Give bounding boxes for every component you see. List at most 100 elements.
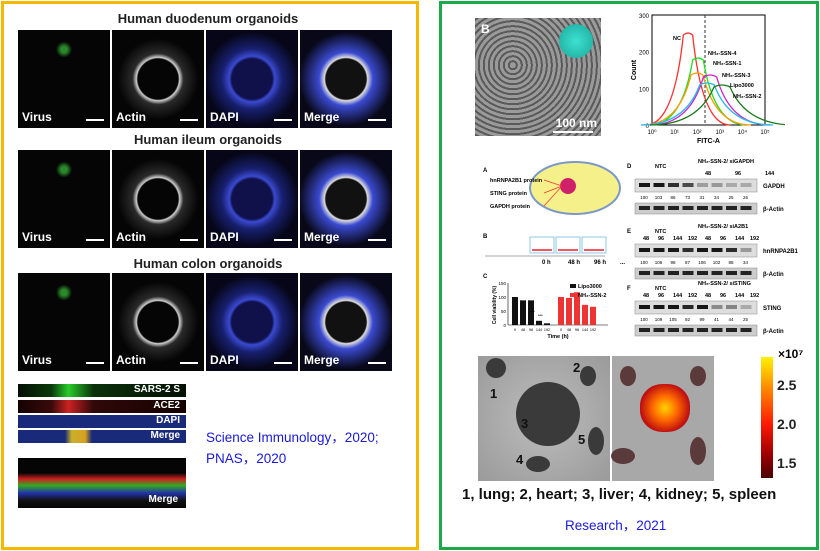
x-tick-label: 192 — [590, 328, 596, 332]
band-quantification: 88 — [728, 260, 734, 265]
loading-label: β-Actin — [763, 329, 784, 335]
blot-time-label: 144 — [735, 236, 745, 242]
band — [639, 305, 650, 309]
channel-label: DAPI — [210, 230, 239, 244]
time-label: ... — [620, 260, 625, 266]
organ — [588, 427, 604, 455]
series-label: NH₂-SSN-1 — [713, 61, 741, 67]
band — [653, 271, 665, 275]
loading-blot — [634, 202, 758, 215]
organ — [516, 382, 580, 446]
section-title: Human duodenum organoids — [117, 11, 299, 26]
strip-sars2s: SARS-2 S — [18, 384, 186, 397]
strip-label: ACE2 — [153, 400, 180, 411]
band — [653, 183, 665, 187]
band — [639, 248, 650, 252]
series-label: NH₂-SSN-2 — [733, 94, 761, 100]
well-plate — [555, 236, 581, 254]
y-tick-label: 0 — [503, 323, 506, 328]
blot-time-label: 144 — [735, 293, 745, 299]
scale-bar — [274, 362, 292, 364]
significance-label: *** — [538, 313, 543, 318]
loading-label: β-Actin — [763, 207, 784, 213]
series-label: NC — [673, 36, 681, 42]
panel-letter: A — [483, 168, 488, 174]
organ — [690, 366, 706, 386]
scale-bar — [180, 119, 198, 121]
significance-label: *** — [530, 309, 535, 314]
organ-number: 3 — [521, 416, 528, 431]
micrograph-actin: Actin — [112, 273, 204, 371]
time-label: 96 h — [594, 260, 606, 266]
x-tick-label: 10⁰ — [647, 129, 657, 136]
nanoparticle-model-icon — [559, 24, 593, 58]
bar — [574, 292, 580, 325]
blot-time-label: 48 — [705, 236, 711, 242]
bar — [582, 304, 588, 325]
band-quantification: 41 — [714, 317, 720, 322]
sem-image: B 100 nm — [475, 18, 601, 136]
protein-label: hnRNPA2B1 protein — [490, 178, 543, 184]
scale-bar — [368, 362, 386, 364]
blot-time-label: 96 — [658, 236, 664, 242]
blot-time-label: 192 — [750, 293, 759, 299]
band-quantification: 34 — [714, 195, 720, 200]
band — [740, 328, 752, 332]
x-tick-label: 10⁵ — [760, 129, 770, 136]
bar — [520, 300, 526, 325]
channel-label: DAPI — [210, 110, 239, 124]
x-tick-label: 10² — [693, 130, 702, 136]
bar — [566, 297, 572, 325]
merge-crosssection-image: Merge — [18, 458, 186, 508]
channel-label: Actin — [116, 230, 146, 244]
band — [682, 271, 694, 275]
band — [697, 206, 708, 210]
bar — [544, 323, 550, 325]
y-tick-label: 150 — [498, 281, 506, 286]
histogram-curve — [640, 82, 774, 126]
band-quantification: 92 — [685, 317, 691, 322]
band — [653, 328, 665, 332]
band-quantification: 86 — [670, 195, 676, 200]
x-tick-label: 10⁴ — [738, 129, 748, 136]
colorbar-tick-label: 2.5 — [777, 377, 797, 393]
band-quantification: 25 — [743, 317, 749, 322]
scale-bar — [274, 239, 292, 241]
section-title: Human colon organoids — [133, 256, 283, 271]
organ-caption: 1, lung; 2, heart; 3, liver; 4, kidney; … — [462, 486, 777, 503]
band — [668, 248, 679, 252]
micrograph-actin: Actin — [112, 30, 204, 128]
well-plate — [529, 236, 555, 254]
organ-number: 5 — [578, 432, 585, 447]
micrograph-virus: Virus — [18, 150, 110, 248]
channel-label: Virus — [22, 230, 52, 244]
channel-label: Virus — [22, 110, 52, 124]
band-quantification: 105 — [669, 317, 677, 322]
y-tick-label: 100 — [498, 295, 506, 300]
band — [726, 248, 737, 252]
section-title: Human ileum organoids — [133, 132, 283, 147]
organ-number: 2 — [573, 360, 580, 375]
target-label: hnRNPA2B1 — [763, 249, 799, 255]
panel-letter: B — [483, 234, 488, 240]
protein-label: GAPDH protein — [490, 204, 531, 210]
band — [740, 248, 752, 252]
citation-left-2: PNAS，2020 — [206, 451, 287, 466]
x-tick-label: 144 — [536, 328, 542, 332]
citation-right: Research，2021 — [565, 518, 667, 533]
band-quantification: 87 — [685, 260, 691, 265]
band — [740, 271, 752, 275]
band — [697, 248, 708, 252]
band-quantification: 103 — [655, 195, 663, 200]
colorbar — [761, 357, 773, 478]
channel-label: Actin — [116, 353, 146, 367]
flow-histogram: 0 100 200 300 10⁰ 10¹ 10² 10³ 10⁴ 10⁵ FITC-A Count N… — [631, 14, 785, 145]
band — [682, 305, 694, 309]
band — [726, 271, 737, 275]
blot-time-label: 144 — [673, 293, 683, 299]
y-axis-label: Count — [631, 59, 638, 80]
channel-label: Merge — [304, 110, 340, 124]
histogram-curve — [645, 32, 731, 126]
blot-time-label: 96 — [735, 171, 741, 177]
blot-time-label: 192 — [688, 236, 697, 242]
